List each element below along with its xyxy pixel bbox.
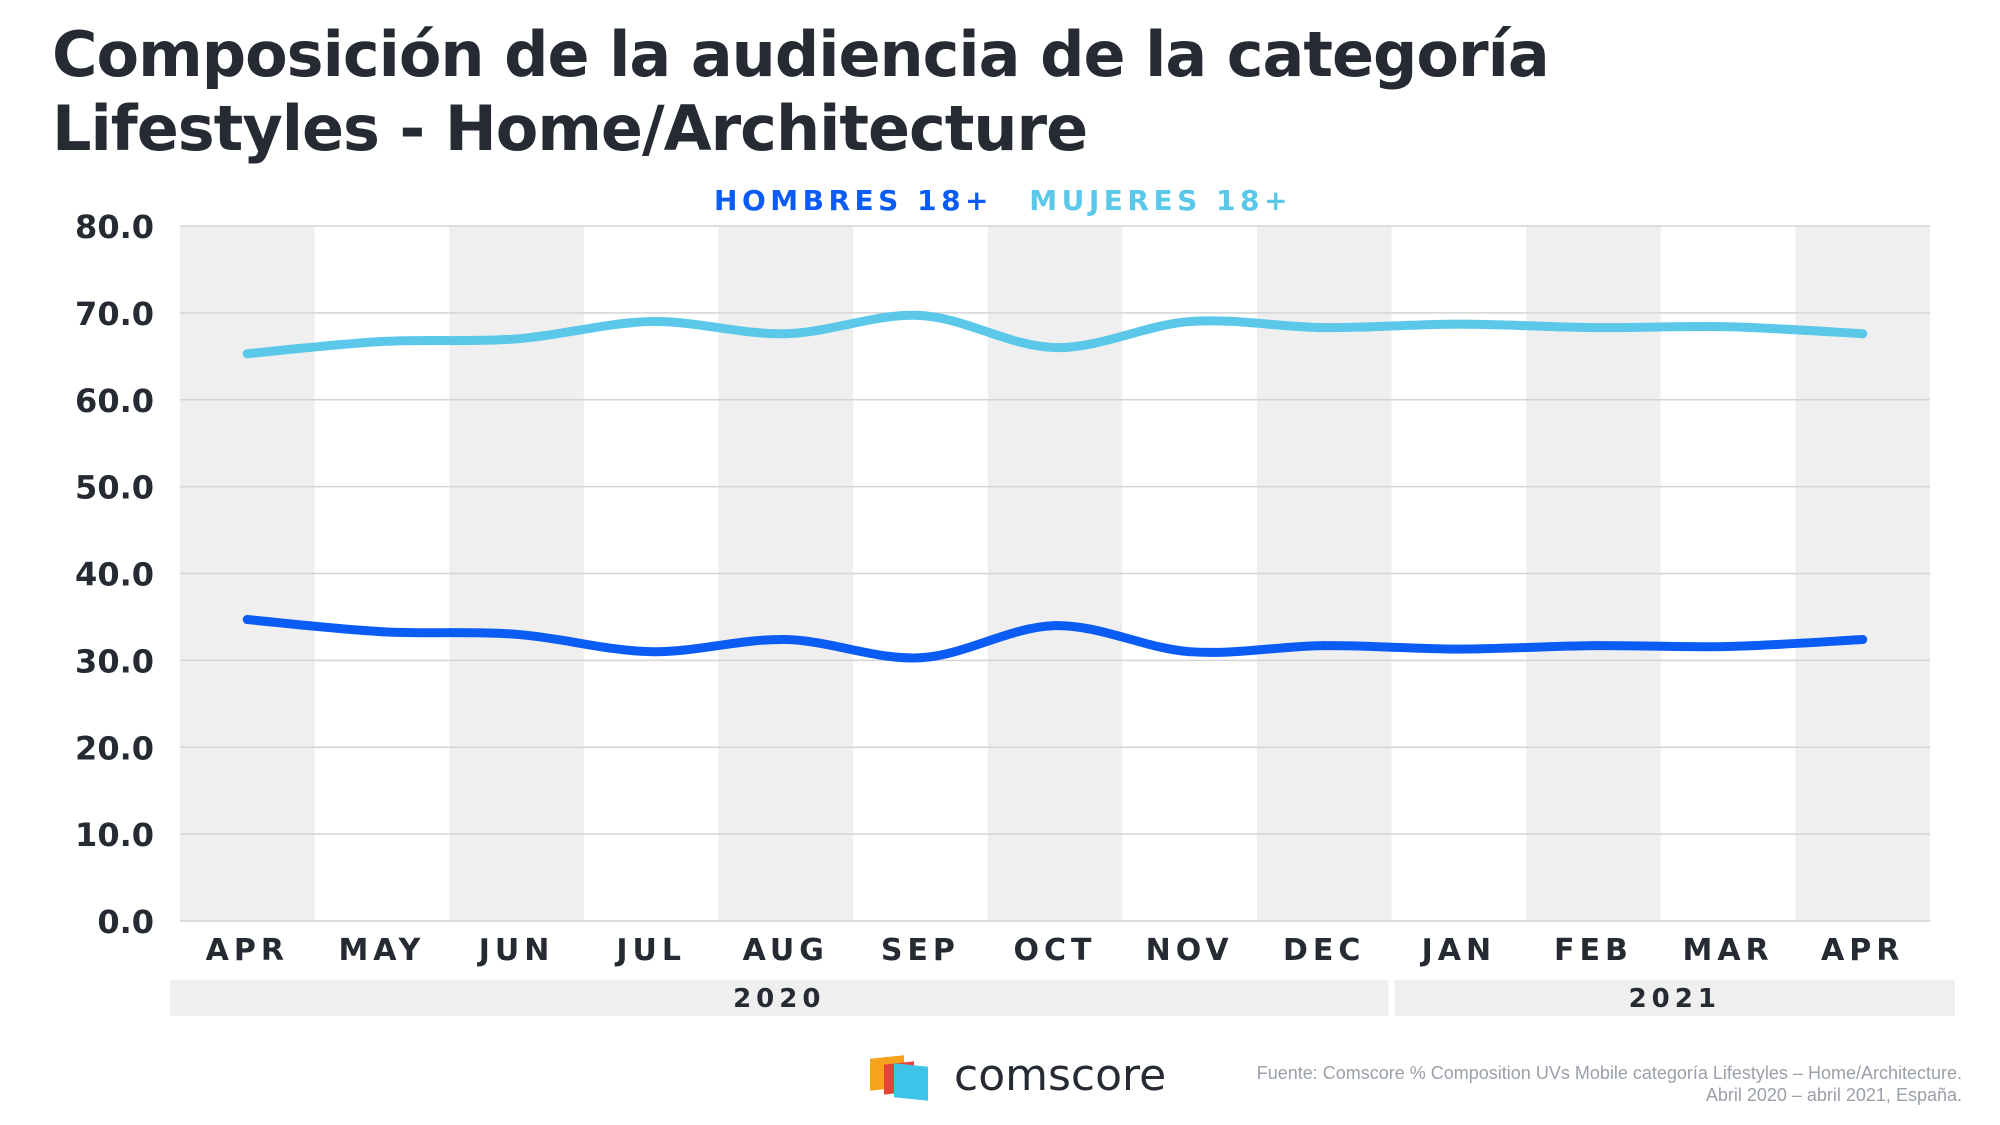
data-point xyxy=(377,627,387,637)
data-point xyxy=(1319,323,1329,333)
x-tick-label: AUG xyxy=(743,933,829,968)
data-point xyxy=(1185,647,1195,657)
x-tick-label: NOV xyxy=(1146,933,1234,968)
x-tick-label: SEP xyxy=(881,933,960,968)
data-point xyxy=(512,334,522,344)
year-group-bar xyxy=(1394,980,1955,1016)
gridlines xyxy=(180,225,1930,922)
brand-name: comscore xyxy=(954,1050,1167,1101)
source-line-2: Abril 2020 – abril 2021, España. xyxy=(1705,1085,1962,1105)
chart-title-line-1: Composición de la audiencia de la catego… xyxy=(52,18,1550,91)
data-point xyxy=(1319,641,1329,651)
chart-title: Composición de la audiencia de la catego… xyxy=(52,18,1852,166)
y-tick-label: 20.0 xyxy=(75,729,154,767)
data-point xyxy=(1050,343,1060,353)
data-point xyxy=(242,349,252,359)
y-tick-label: 80.0 xyxy=(75,208,154,246)
line-chart: 0.0 10.0 20.0 30.0 40.0 50.0 60.0 70.0 80.0 APR M… xyxy=(75,184,1955,1016)
x-tick-label: JUL xyxy=(614,933,686,968)
x-tick-label: JUN xyxy=(477,933,555,968)
y-tick-label: 40.0 xyxy=(75,556,154,594)
y-tick-label: 10.0 xyxy=(75,816,154,854)
data-point xyxy=(242,615,252,625)
y-tick-label: 30.0 xyxy=(75,642,154,680)
year-group-bar xyxy=(170,980,1389,1016)
data-point xyxy=(915,310,925,320)
year-groups: 2020 2021 xyxy=(170,980,1955,1016)
series-lines xyxy=(242,310,1868,663)
data-point xyxy=(1454,319,1464,329)
data-point xyxy=(1723,641,1733,651)
x-tick-label: DEC xyxy=(1283,933,1365,968)
data-point xyxy=(915,653,925,663)
comscore-logo-icon xyxy=(870,1051,932,1101)
x-tick-label: MAR xyxy=(1682,933,1773,968)
comscore-logo: comscore xyxy=(870,1050,1166,1101)
y-tick-label: 70.0 xyxy=(75,295,154,333)
data-point xyxy=(781,635,791,645)
legend: HOMBRES 18+ MUJERES 18+ xyxy=(714,184,1292,217)
x-tick-label: APR xyxy=(206,933,289,968)
source-line-1: Fuente: Comscore % Composition UVs Mobil… xyxy=(1256,1063,1962,1083)
source-note: Fuente: Comscore % Composition UVs Mobil… xyxy=(1257,1062,1962,1106)
x-axis-ticks: APR MAY JUN JUL AUG SEP OCT NOV DEC JAN FEB MAR APR xyxy=(206,933,1904,968)
x-tick-label: FEB xyxy=(1554,933,1633,968)
x-tick-label: MAY xyxy=(338,933,425,968)
y-tick-label: 60.0 xyxy=(75,382,154,420)
data-point xyxy=(1454,644,1464,654)
year-group-label: 2021 xyxy=(1629,984,1721,1014)
data-point xyxy=(377,337,387,347)
year-group-label: 2020 xyxy=(733,984,825,1014)
x-tick-label: APR xyxy=(1821,933,1904,968)
data-point xyxy=(1185,317,1195,327)
x-tick-label: JAN xyxy=(1420,933,1497,968)
data-point xyxy=(1858,635,1868,645)
data-point xyxy=(1723,322,1733,332)
legend-item-mujeres: MUJERES 18+ xyxy=(1029,184,1292,217)
data-point xyxy=(646,317,656,327)
data-point xyxy=(512,629,522,639)
y-axis-ticks: 0.0 10.0 20.0 30.0 40.0 50.0 60.0 70.0 80.0 xyxy=(75,208,154,941)
y-tick-label: 0.0 xyxy=(97,903,154,941)
data-point xyxy=(1858,329,1868,339)
data-point xyxy=(781,329,791,339)
data-point xyxy=(1050,621,1060,631)
x-tick-label: OCT xyxy=(1014,933,1097,968)
data-point xyxy=(1588,323,1598,333)
chart-title-line-2: Lifestyles - Home/Architecture xyxy=(52,92,1088,165)
y-tick-label: 50.0 xyxy=(75,469,154,507)
legend-item-hombres: HOMBRES 18+ xyxy=(714,184,993,217)
data-point xyxy=(646,647,656,657)
data-point xyxy=(1588,641,1598,651)
